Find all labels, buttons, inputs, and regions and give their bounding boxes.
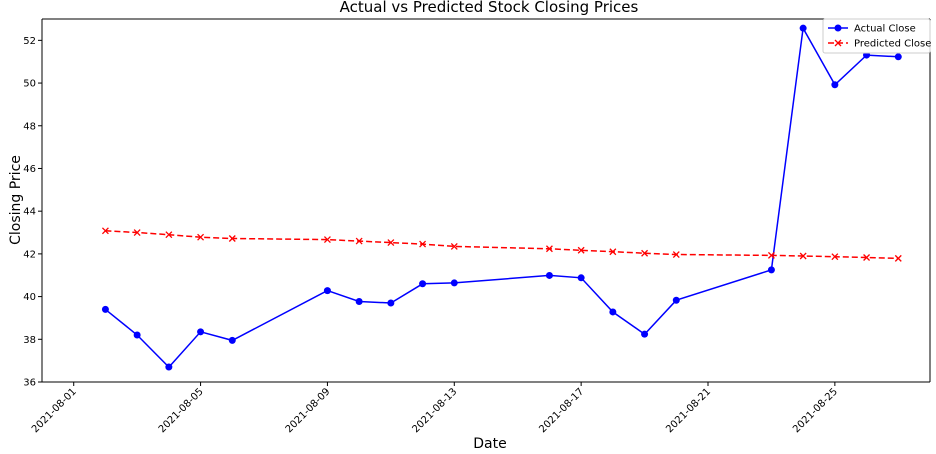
series-line-0 — [104, 25, 899, 369]
data-point — [419, 240, 427, 248]
data-point — [641, 249, 649, 257]
y-tick-label: 42 — [23, 249, 36, 260]
data-point — [450, 242, 458, 250]
y-axis-label: Closing Price — [8, 155, 24, 245]
legend-label: Predicted Close — [854, 39, 931, 50]
legend-items: Actual Close Predicted Close — [828, 24, 931, 50]
data-point — [133, 331, 141, 339]
data-point — [228, 235, 236, 242]
data-point — [387, 239, 395, 247]
y-tick-label: 52 — [23, 36, 36, 47]
data-point — [545, 245, 553, 253]
data-point — [387, 299, 395, 307]
data-point — [894, 254, 902, 262]
x-tick-label: 2021-08-09 — [284, 386, 333, 435]
data-point — [767, 251, 775, 259]
chart-title: Actual vs Predicted Stock Closing Prices — [340, 0, 639, 16]
data-point — [101, 305, 109, 313]
y-tick-label: 44 — [23, 207, 36, 218]
legend-box — [822, 18, 931, 54]
legend-marker — [834, 39, 842, 47]
data-point — [355, 297, 363, 305]
x-axis-label: Date — [473, 436, 506, 452]
y-tick-label: 48 — [23, 121, 36, 132]
data-point — [641, 330, 649, 338]
data-point — [609, 248, 617, 256]
data-point — [799, 252, 807, 260]
data-point — [323, 236, 331, 244]
series-line-1 — [105, 230, 899, 260]
legend: Actual Close Predicted Close — [822, 18, 931, 54]
legend-item: Predicted Close — [828, 39, 931, 50]
y-tick-label: 46 — [23, 164, 36, 175]
y-tick-label: 40 — [23, 292, 36, 303]
data-point — [228, 336, 236, 344]
x-tick-label: 2021-08-05 — [157, 386, 206, 435]
y-tick-label: 36 — [23, 378, 36, 389]
data-point — [831, 81, 839, 89]
data-point — [101, 227, 109, 235]
legend-marker — [834, 24, 842, 32]
data-point — [672, 296, 680, 304]
y-tick-label: 38 — [23, 335, 36, 346]
x-tick-label: 2021-08-25 — [791, 386, 840, 435]
data-point — [577, 274, 585, 282]
x-tick-label: 2021-08-17 — [537, 386, 586, 435]
data-point — [609, 308, 617, 316]
legend-label: Actual Close — [854, 24, 916, 35]
data-point — [672, 251, 680, 258]
data-point — [577, 246, 585, 254]
series-layer — [101, 24, 902, 371]
data-point — [767, 266, 775, 274]
data-point — [831, 253, 839, 261]
plot-area — [42, 19, 930, 382]
data-point — [165, 363, 173, 371]
legend-item: Actual Close — [828, 24, 916, 35]
data-point — [165, 231, 173, 239]
x-tick-label: 2021-08-21 — [664, 386, 713, 435]
data-point — [545, 271, 553, 279]
data-point — [133, 229, 141, 236]
data-point — [863, 254, 871, 261]
data-point — [197, 328, 205, 336]
x-tick-label: 2021-08-13 — [411, 386, 460, 435]
data-point — [450, 279, 458, 287]
data-point — [355, 237, 363, 245]
data-point — [894, 53, 902, 61]
x-tick-label: 2021-08-01 — [30, 386, 79, 435]
data-point — [197, 233, 205, 241]
data-point — [799, 24, 807, 32]
y-tick-label: 50 — [23, 79, 36, 90]
data-point — [323, 287, 331, 295]
data-point — [419, 280, 427, 288]
